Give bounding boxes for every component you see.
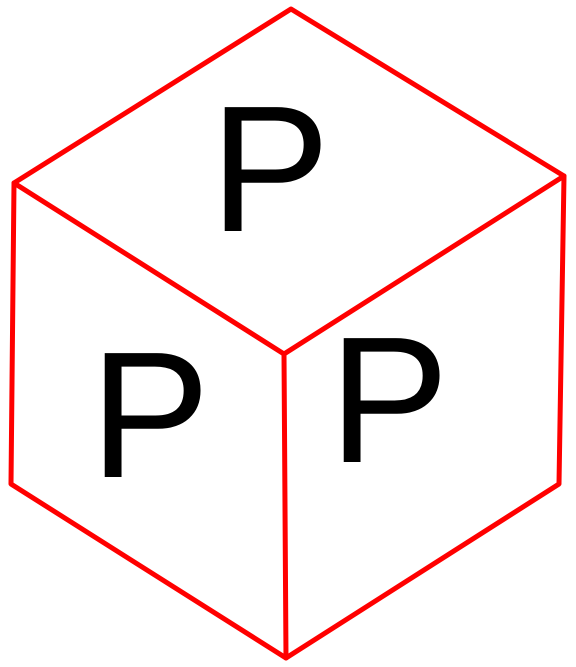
cube-vertical-edge bbox=[281, 351, 289, 661]
left-face-letter: P bbox=[90, 315, 210, 516]
top-face-letter: P bbox=[210, 69, 330, 270]
right-face-letter: P bbox=[329, 300, 449, 501]
